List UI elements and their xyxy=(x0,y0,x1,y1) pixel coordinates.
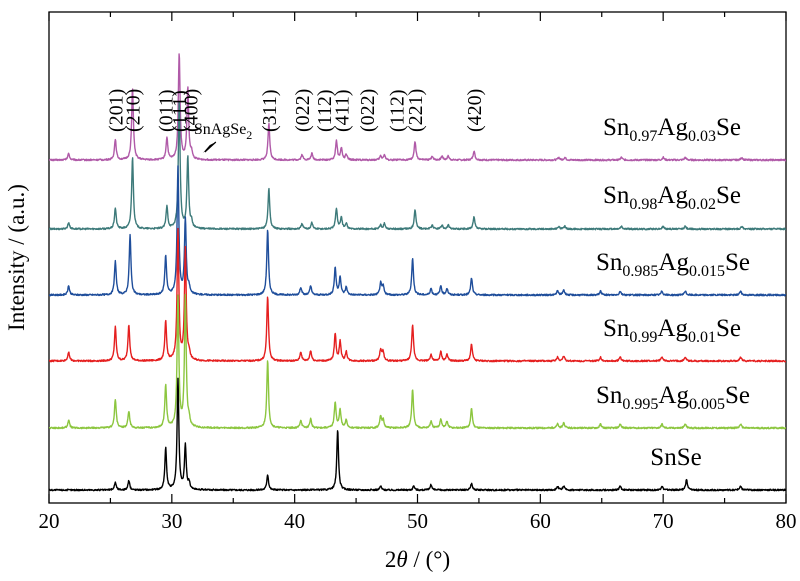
peak-label: (411) xyxy=(331,89,353,132)
peak-label: (201) xyxy=(105,89,127,132)
peak-label: (221) xyxy=(405,89,427,132)
peak-label: (112) xyxy=(314,89,336,132)
x-axis-title: 2θ / (°) xyxy=(385,547,450,572)
x-axis-title-unit: / (°) xyxy=(408,547,450,572)
series-label-s001: Sn0.99Ag0.01Se xyxy=(603,315,741,346)
x-tick-label: 60 xyxy=(530,509,551,533)
annotation-arrow-line xyxy=(204,141,217,153)
peak-label: (011) xyxy=(156,89,178,132)
series-line-s003 xyxy=(49,53,786,162)
series-line-s001 xyxy=(49,227,786,363)
series-label-s0005: Sn0.995Ag0.005Se xyxy=(596,382,750,413)
peak-labels: (201)(210) (011)(111)(400) (311) (022) (112)… xyxy=(105,89,486,132)
x-tick-label: 70 xyxy=(653,509,674,533)
x-tick-label: 20 xyxy=(39,509,60,533)
series-label-s0: SnSe xyxy=(650,444,701,471)
y-axis-title: Intensity / (a.u.) xyxy=(4,184,29,331)
x-axis-ticks: 20 30 40 50 60 70 80 xyxy=(39,12,797,533)
x-tick-label: 50 xyxy=(407,509,428,533)
peak-label: (111) xyxy=(169,90,191,132)
series-label-s0015: Sn0.985Ag0.015Se xyxy=(596,249,750,280)
series-labels: Sn0.97Ag0.03Se Sn0.98Ag0.02Se Sn0.985Ag0.0… xyxy=(596,114,750,471)
x-tick-label: 30 xyxy=(161,509,182,533)
series-line-s0015 xyxy=(49,165,786,297)
series-line-s0 xyxy=(49,377,786,492)
peak-label: (112) xyxy=(387,89,409,132)
series-label-s003: Sn0.97Ag0.03Se xyxy=(603,114,741,145)
series-line-s0005 xyxy=(49,293,786,430)
x-tick-label: 40 xyxy=(284,509,305,533)
x-axis-title-prefix: 2 xyxy=(385,547,397,572)
series-group xyxy=(49,53,786,492)
snagse2-annotation: SnAgSe2 xyxy=(194,121,252,153)
peak-label: (022) xyxy=(292,89,314,132)
x-axis-title-theta: θ xyxy=(396,547,407,572)
series-line-s002 xyxy=(49,101,786,231)
peak-label: (311) xyxy=(259,89,281,132)
series-label-s002: Sn0.98Ag0.02Se xyxy=(603,182,741,213)
peak-label: (420) xyxy=(464,89,486,132)
peak-label: (400) xyxy=(180,89,202,132)
annotation-label: SnAgSe2 xyxy=(194,121,252,142)
x-tick-label: 80 xyxy=(776,509,797,533)
peak-label: (022) xyxy=(357,89,379,132)
peak-label: (210) xyxy=(123,89,145,132)
